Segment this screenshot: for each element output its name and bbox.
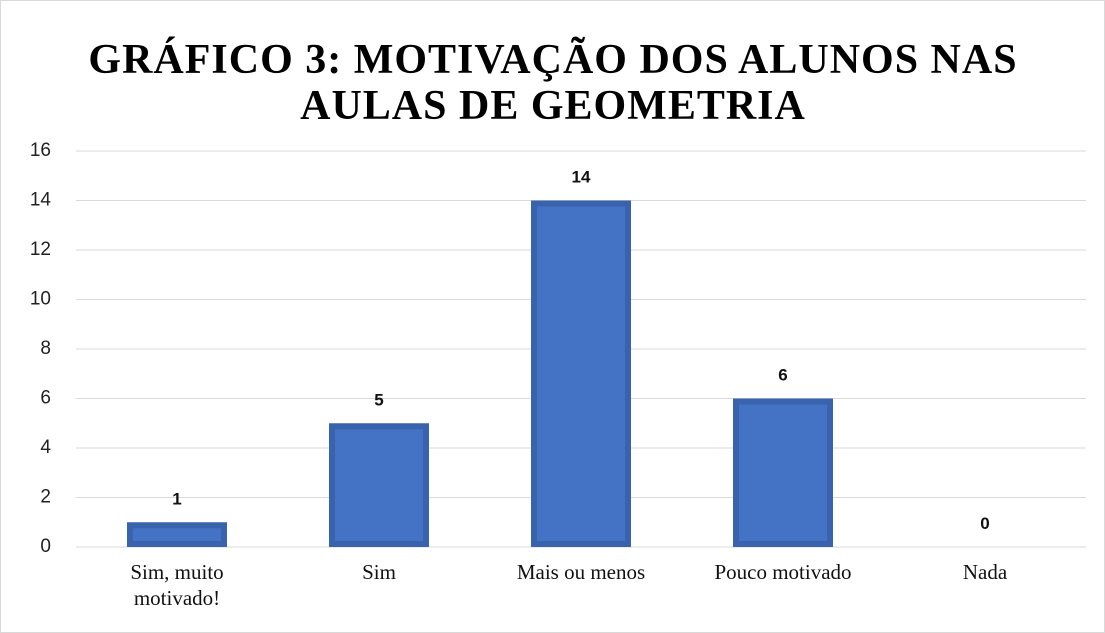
chart-title: AULAS DE GEOMETRIA: [300, 83, 806, 129]
x-tick-label: Sim: [362, 560, 396, 584]
y-tick-label: 2: [40, 487, 51, 508]
y-tick-label: 10: [30, 289, 51, 310]
y-tick-label: 4: [40, 437, 51, 458]
y-tick-label: 8: [40, 338, 51, 359]
bar: [733, 398, 833, 547]
data-label: 1: [172, 489, 181, 508]
y-tick-label: 6: [40, 388, 51, 409]
x-tick-label: Nada: [962, 560, 1008, 584]
data-label: 0: [980, 514, 989, 533]
x-tick-label: Sim, muito motivado!: [130, 560, 224, 610]
data-label: 6: [778, 366, 787, 385]
data-label: 5: [374, 390, 383, 409]
data-label: 14: [572, 168, 591, 187]
bar: [329, 423, 429, 547]
y-tick-label: 12: [30, 239, 51, 260]
bar: [127, 522, 227, 547]
chart-title: GRÁFICO 3: MOTIVAÇÃO DOS ALUNOS NAS: [88, 36, 1017, 83]
y-tick-label: 14: [30, 190, 52, 211]
y-tick-label: 0: [40, 536, 51, 557]
y-tick-label: 16: [30, 140, 51, 161]
x-tick-label: Pouco motivado: [714, 560, 852, 584]
bar: [531, 200, 631, 547]
x-tick-label: Mais ou menos: [516, 560, 646, 584]
